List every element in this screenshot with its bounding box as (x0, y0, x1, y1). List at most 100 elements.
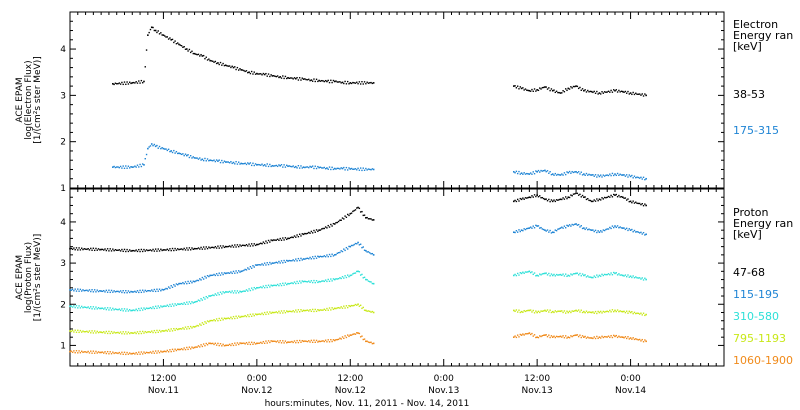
data-point (559, 273, 562, 276)
x-tick-date: Nov.14 (615, 386, 646, 396)
data-point (188, 327, 191, 330)
data-point (87, 306, 89, 308)
legend-entry-115-195: 115-195 (733, 288, 779, 301)
data-point (274, 239, 276, 241)
data-point (227, 317, 230, 319)
data-point (345, 336, 348, 339)
data-point (318, 229, 320, 231)
data-point (187, 348, 189, 351)
data-point (289, 341, 292, 343)
data-point (104, 291, 106, 293)
data-point (245, 163, 248, 166)
data-point (345, 276, 348, 279)
data-point (323, 280, 326, 283)
data-point (613, 174, 615, 177)
data-point (212, 274, 214, 276)
data-point (270, 284, 272, 286)
data-point (296, 234, 298, 236)
data-point (174, 152, 176, 154)
data-point (151, 307, 153, 310)
data-point (258, 164, 261, 166)
data-point (147, 34, 149, 36)
data-point (193, 280, 196, 283)
data-point (73, 290, 75, 292)
data-point (611, 196, 614, 198)
data-point (354, 272, 357, 274)
data-point (245, 341, 248, 344)
data-point (212, 160, 214, 162)
data-point (527, 196, 529, 199)
data-point (221, 317, 223, 319)
data-point (270, 312, 272, 315)
data-point (83, 306, 85, 308)
data-point (291, 236, 293, 238)
data-point (226, 65, 228, 67)
data-point (166, 349, 169, 352)
data-point (276, 238, 279, 240)
data-point (548, 311, 550, 313)
data-point (527, 332, 529, 335)
data-point (209, 295, 211, 297)
data-point (266, 75, 268, 77)
data-point (631, 338, 633, 340)
data-point (633, 229, 636, 232)
data-point (597, 230, 599, 232)
data-point (532, 335, 534, 337)
data-point (561, 92, 563, 94)
data-point (340, 277, 342, 280)
data-point (95, 306, 97, 308)
data-point (367, 218, 370, 220)
data-point (228, 317, 231, 320)
data-point (340, 82, 342, 84)
data-point (583, 336, 585, 338)
data-point (545, 310, 547, 312)
data-point (580, 171, 582, 173)
data-point (367, 82, 370, 84)
data-point (156, 307, 158, 309)
data-point (184, 249, 187, 251)
data-point (353, 82, 355, 84)
data-point (130, 353, 132, 355)
data-point (150, 26, 153, 29)
data-point (70, 247, 72, 250)
data-point (147, 351, 149, 354)
data-point (287, 282, 289, 285)
data-point (548, 172, 550, 174)
data-point (254, 264, 257, 266)
data-point (240, 342, 243, 345)
data-point (250, 70, 253, 73)
data-point (284, 237, 287, 239)
data-point (572, 171, 575, 174)
data-point (512, 170, 515, 173)
data-point (202, 159, 205, 162)
data-point (625, 92, 628, 94)
data-point (183, 302, 185, 304)
data-point (335, 221, 337, 224)
data-point (616, 309, 619, 311)
data-point (365, 217, 367, 219)
data-point (551, 89, 554, 92)
data-point (575, 272, 577, 275)
data-point (358, 332, 361, 335)
data-point (74, 351, 76, 354)
data-point (276, 312, 279, 314)
data-point (568, 88, 571, 90)
data-point (179, 327, 181, 330)
data-point (308, 280, 310, 282)
data-point (302, 280, 305, 283)
data-point (321, 280, 323, 282)
data-point (541, 310, 544, 312)
data-point (126, 167, 128, 169)
data-point (365, 278, 367, 281)
data-point (78, 305, 80, 307)
data-point (532, 225, 534, 227)
data-point (289, 165, 292, 168)
data-point (93, 249, 96, 252)
data-point (324, 309, 327, 311)
data-point (638, 202, 641, 205)
data-point (306, 309, 309, 311)
data-point (197, 299, 200, 301)
data-point (96, 249, 98, 251)
data-point (598, 311, 601, 314)
